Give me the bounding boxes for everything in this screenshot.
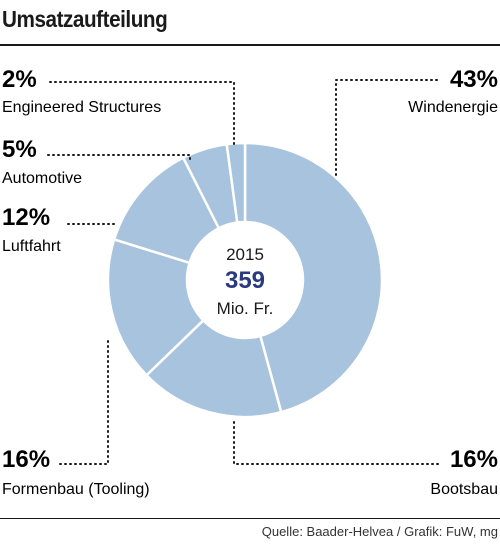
center-total-value: 359 — [225, 267, 265, 294]
footer-rule — [0, 518, 500, 519]
center-year: 2015 — [226, 245, 264, 264]
title-rule — [0, 44, 500, 46]
leader-line-engineered-structures — [49, 81, 235, 146]
category-label-formenbau-tooling: Formenbau (Tooling) — [2, 481, 150, 498]
value-label-automotive: 5% — [2, 136, 37, 163]
value-label-engineered-structures: 2% — [2, 66, 37, 93]
center-unit: Mio. Fr. — [217, 299, 274, 318]
chart-title: Umsatzaufteilung — [2, 6, 168, 32]
category-label-luftfahrt: Luftfahrt — [2, 238, 61, 255]
category-label-automotive: Automotive — [2, 170, 82, 187]
category-label-bootsbau: Bootsbau — [430, 481, 498, 498]
category-label-engineered-structures: Engineered Structures — [2, 99, 161, 116]
leader-line-automotive — [47, 154, 191, 163]
source-note: Quelle: Baader-Helvea / Grafik: FuW, mg — [261, 524, 498, 539]
donut-hole — [187, 222, 303, 338]
value-label-windenergie: 43% — [450, 66, 498, 93]
category-label-windenergie: Windenergie — [408, 99, 498, 116]
value-label-luftfahrt: 12% — [2, 204, 50, 231]
value-label-formenbau-tooling: 16% — [2, 446, 50, 473]
leader-line-windenergie — [335, 79, 438, 179]
leader-line-bootsbau — [233, 419, 439, 465]
value-label-bootsbau: 16% — [450, 446, 498, 473]
leader-line-formenbau-tooling — [59, 339, 109, 465]
